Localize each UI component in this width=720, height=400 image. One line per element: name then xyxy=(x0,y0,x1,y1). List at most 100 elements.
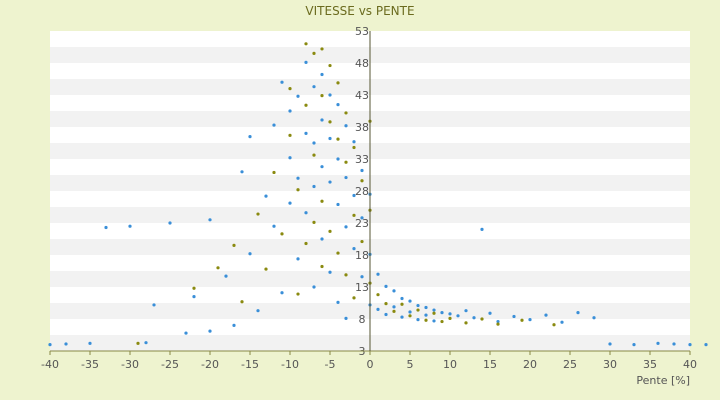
data-points xyxy=(48,42,708,347)
chart-title: VITESSE vs PENTE xyxy=(305,4,414,18)
data-point xyxy=(432,319,436,323)
data-point xyxy=(520,318,524,322)
x-tick-labels: -40 -35 -30 -25 -20 -15 -10 -5 0 5 10 15 20 25 30 35 40 xyxy=(41,358,697,371)
data-point xyxy=(280,291,284,295)
data-point xyxy=(344,124,348,128)
data-point xyxy=(336,81,340,85)
data-point xyxy=(400,296,404,301)
data-point xyxy=(144,341,148,345)
x-tick-label: -35 xyxy=(81,358,99,371)
data-point xyxy=(280,232,284,236)
x-tick-label: -40 xyxy=(41,358,59,371)
data-point xyxy=(320,165,324,169)
data-point xyxy=(312,51,316,56)
y-tick-label: 23 xyxy=(355,217,369,230)
data-point xyxy=(248,252,252,256)
x-tick-label: 25 xyxy=(563,358,577,371)
data-point xyxy=(288,87,292,91)
data-point xyxy=(432,308,436,312)
x-tick-label: -5 xyxy=(325,358,336,371)
data-point xyxy=(336,300,340,304)
data-point xyxy=(296,176,300,180)
data-point xyxy=(360,275,364,279)
x-tick-label: -20 xyxy=(201,358,219,371)
y-tick-label: 18 xyxy=(355,249,369,262)
data-point xyxy=(360,239,364,244)
x-tick-label: -25 xyxy=(161,358,179,371)
data-point xyxy=(656,341,660,345)
x-tick-label: 5 xyxy=(407,358,414,371)
data-point xyxy=(400,302,404,306)
data-point xyxy=(320,72,324,77)
data-point xyxy=(336,137,340,141)
data-point xyxy=(672,342,676,346)
data-point xyxy=(48,343,52,347)
data-point xyxy=(336,251,340,255)
y-tick-label: 13 xyxy=(355,281,369,294)
y-tick-label: 53 xyxy=(355,25,369,38)
x-tick-label: -15 xyxy=(241,358,259,371)
data-point xyxy=(328,229,332,233)
data-point xyxy=(312,285,316,289)
data-point xyxy=(288,156,292,160)
data-point xyxy=(632,343,636,347)
data-point xyxy=(328,180,332,184)
data-point xyxy=(232,323,236,327)
data-point xyxy=(64,342,68,346)
data-point xyxy=(576,311,580,315)
data-point xyxy=(320,118,324,122)
data-point xyxy=(328,120,332,124)
data-point xyxy=(328,136,332,141)
data-point xyxy=(320,47,324,51)
data-point xyxy=(192,286,196,290)
data-point xyxy=(88,341,92,345)
data-point xyxy=(392,305,396,309)
data-point xyxy=(408,299,412,303)
data-point xyxy=(360,179,364,183)
data-point xyxy=(704,343,708,347)
data-point xyxy=(304,131,308,135)
x-axis-ticks xyxy=(49,351,691,355)
data-point xyxy=(448,316,452,320)
data-point xyxy=(344,316,348,320)
data-point xyxy=(400,315,404,319)
data-point xyxy=(384,302,388,306)
x-tick-label: 35 xyxy=(643,358,657,371)
data-point xyxy=(272,224,276,228)
data-point xyxy=(440,319,444,324)
data-point xyxy=(312,85,316,89)
data-point xyxy=(496,322,500,326)
data-point xyxy=(296,94,300,98)
data-point xyxy=(320,199,324,203)
data-point xyxy=(312,153,316,157)
data-point xyxy=(208,329,212,333)
data-point xyxy=(320,264,324,269)
data-point xyxy=(352,213,356,217)
data-point xyxy=(232,243,236,247)
x-tick-label: 30 xyxy=(603,358,617,371)
data-point xyxy=(320,94,324,98)
data-point xyxy=(416,308,420,312)
data-point xyxy=(264,194,268,198)
data-point xyxy=(376,272,380,276)
y-tick-label: 33 xyxy=(355,153,369,166)
y-tick-label: 48 xyxy=(355,57,369,70)
data-point xyxy=(688,343,692,347)
data-point xyxy=(336,103,340,107)
y-tick-label: 8 xyxy=(359,313,366,326)
data-point xyxy=(432,311,436,315)
data-point xyxy=(320,237,324,241)
data-point xyxy=(464,321,468,325)
data-point xyxy=(376,307,380,311)
x-tick-label: 40 xyxy=(683,358,697,371)
data-point xyxy=(288,109,292,113)
data-point xyxy=(312,184,316,189)
y-tick-label: 38 xyxy=(355,121,369,134)
y-tick-label: 28 xyxy=(355,185,369,198)
data-point xyxy=(344,111,348,115)
data-point xyxy=(552,323,556,327)
data-point xyxy=(392,309,396,313)
data-point xyxy=(360,168,364,173)
data-point xyxy=(480,227,484,231)
